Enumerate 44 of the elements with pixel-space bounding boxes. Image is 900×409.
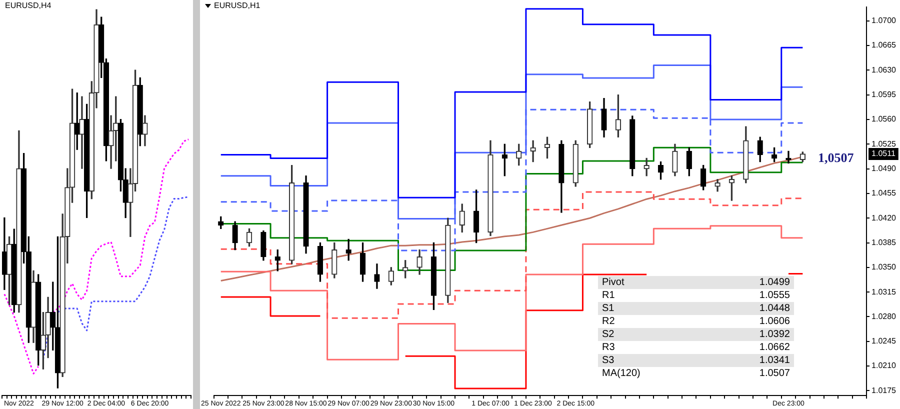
annotation: S2 [601, 328, 616, 341]
y-tick-label: 1.0455 [872, 188, 897, 198]
y-tick-label: 1.0700 [872, 16, 897, 26]
annotation: 1,0507 [818, 150, 854, 166]
table-row: S3 1.0341 [598, 354, 794, 367]
y-tick-label: 1.0595 [872, 90, 897, 100]
annotation: 1.0662 [758, 341, 791, 354]
annotation: Pivot [601, 276, 626, 289]
annotation: R2 [601, 315, 616, 328]
table-row: R2 1.0606 [598, 315, 794, 328]
y-tick-label: 1.0245 [872, 336, 897, 346]
y-tick-label: 1.0490 [872, 164, 897, 174]
table-row: R1 1.0555 [598, 289, 794, 302]
annotation: MA(120) [601, 367, 642, 380]
annotation: 1.0392 [758, 328, 791, 341]
annotation: 1.0511 [872, 149, 896, 158]
y-tick-label: 1.0280 [872, 312, 897, 321]
candlestick [530, 140, 536, 162]
annotation: 1.0555 [758, 289, 791, 302]
annotation: 1.0499 [758, 276, 791, 289]
annotation: R1 [601, 289, 616, 302]
y-tick-label: 1.0350 [872, 262, 897, 272]
y-tick-label: 1.0630 [872, 65, 897, 74]
candlestick [79, 96, 85, 169]
chart-title: EURUSD,H4 [5, 1, 52, 10]
annotation: 1.0341 [758, 354, 791, 367]
annotation: S3 [601, 354, 616, 367]
candlestick [786, 150, 792, 164]
annotation: S1 [601, 302, 616, 315]
y-tick-label: 1.0420 [872, 213, 897, 222]
y-tick-label: 1.0175 [872, 386, 897, 395]
y-tick-label: 1.0315 [872, 287, 897, 296]
table-row: R3 1.0662 [598, 341, 794, 354]
table-row: MA(120) 1.0507 [598, 367, 794, 380]
y-tick-label: 1.0665 [872, 40, 897, 50]
y-tick-label: 1.0560 [872, 114, 897, 124]
y-tick-label: 1.0210 [872, 361, 897, 370]
annotation: 1.0507 [758, 367, 791, 380]
y-tick-label: 1.0385 [872, 238, 897, 247]
y-tick-label: 1.0525 [872, 139, 897, 148]
chart-title: EURUSD,H1 [214, 1, 260, 10]
annotation: R3 [601, 341, 616, 354]
annotation: 1.0448 [758, 302, 791, 315]
annotation: 1.0606 [758, 315, 791, 328]
